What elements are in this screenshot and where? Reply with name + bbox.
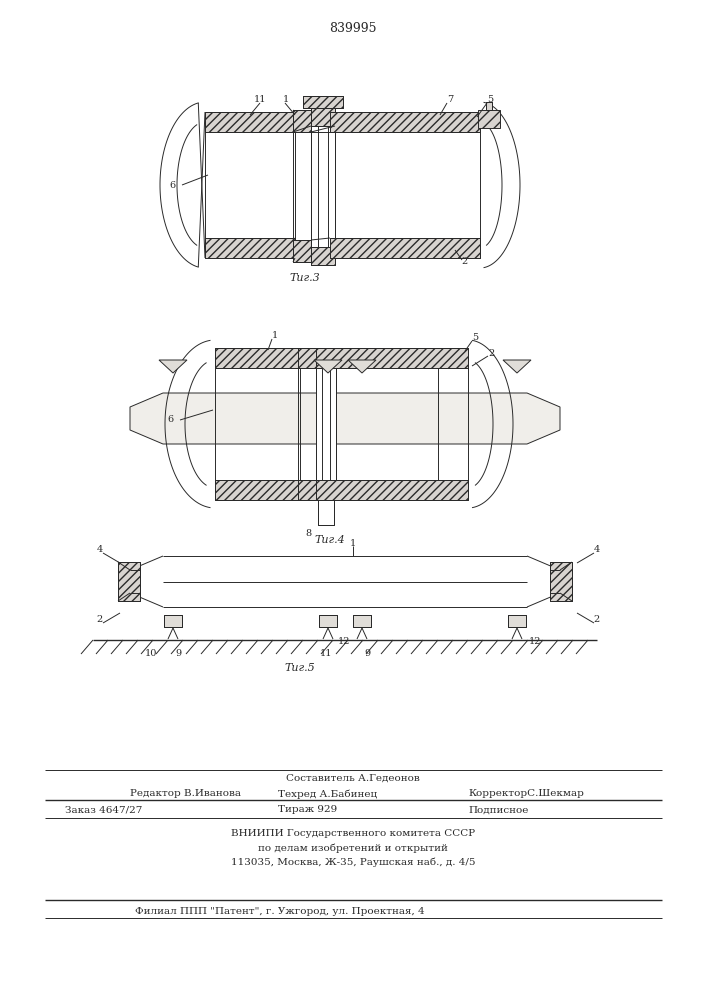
Bar bbox=[303, 96, 343, 108]
Text: Τиг.4: Τиг.4 bbox=[315, 535, 346, 545]
Bar bbox=[205, 238, 295, 258]
Text: 6: 6 bbox=[167, 416, 173, 424]
Text: 9: 9 bbox=[364, 648, 370, 658]
Text: 12: 12 bbox=[338, 638, 350, 647]
Text: Заказ 4647/27: Заказ 4647/27 bbox=[65, 806, 142, 814]
Text: 5: 5 bbox=[487, 96, 493, 104]
Text: Подписное: Подписное bbox=[468, 806, 528, 814]
Bar bbox=[319, 615, 337, 627]
Text: 1: 1 bbox=[272, 332, 278, 340]
Text: КорректорС.Шекмар: КорректорС.Шекмар bbox=[468, 790, 584, 798]
Bar bbox=[330, 112, 480, 132]
Bar bbox=[215, 480, 300, 500]
Bar bbox=[164, 615, 182, 627]
Bar bbox=[508, 615, 526, 627]
Text: 2: 2 bbox=[97, 615, 103, 624]
Text: Тираж 929: Тираж 929 bbox=[278, 806, 337, 814]
Text: Редактор В.Иванова: Редактор В.Иванова bbox=[130, 790, 241, 798]
Polygon shape bbox=[503, 360, 531, 373]
Text: 839995: 839995 bbox=[329, 21, 377, 34]
Bar bbox=[316, 480, 468, 500]
Bar bbox=[316, 348, 468, 368]
Bar bbox=[318, 500, 334, 525]
Bar bbox=[215, 348, 300, 368]
Text: 10: 10 bbox=[145, 648, 157, 658]
Text: 2: 2 bbox=[462, 257, 468, 266]
Text: 11: 11 bbox=[254, 96, 267, 104]
Text: Филиал ППП "Патент", г. Ужгород, ул. Проектная, 4: Филиал ППП "Патент", г. Ужгород, ул. Про… bbox=[135, 908, 425, 916]
Polygon shape bbox=[348, 360, 376, 373]
Text: 2: 2 bbox=[489, 349, 495, 358]
Text: 5: 5 bbox=[472, 334, 478, 342]
Text: 113035, Москва, Ж-35, Раушская наб., д. 4/5: 113035, Москва, Ж-35, Раушская наб., д. … bbox=[230, 857, 475, 867]
Text: 7: 7 bbox=[447, 96, 453, 104]
Bar bbox=[486, 102, 492, 110]
Bar bbox=[330, 238, 480, 258]
Polygon shape bbox=[159, 360, 187, 373]
Text: 2: 2 bbox=[594, 615, 600, 624]
Text: ВНИИПИ Государственного комитета СССР: ВНИИПИ Государственного комитета СССР bbox=[231, 830, 475, 838]
Bar bbox=[293, 110, 311, 132]
Polygon shape bbox=[130, 393, 560, 444]
Text: 4: 4 bbox=[594, 546, 600, 554]
Text: Τиг.5: Τиг.5 bbox=[285, 663, 315, 673]
Bar bbox=[298, 480, 316, 500]
Bar bbox=[353, 615, 371, 627]
Polygon shape bbox=[314, 360, 342, 373]
Bar bbox=[311, 108, 335, 126]
Text: 1: 1 bbox=[350, 538, 356, 548]
Bar bbox=[118, 562, 140, 601]
Text: Техред А.Бабинец: Техред А.Бабинец bbox=[278, 789, 378, 799]
Bar bbox=[298, 348, 316, 368]
Text: 9: 9 bbox=[175, 648, 181, 658]
Text: 1: 1 bbox=[283, 96, 289, 104]
Text: по делам изобретений и открытий: по делам изобретений и открытий bbox=[258, 843, 448, 853]
Text: 6: 6 bbox=[169, 180, 175, 190]
Text: 12: 12 bbox=[529, 638, 542, 647]
Bar bbox=[311, 247, 335, 265]
Bar bbox=[293, 240, 311, 262]
Bar bbox=[478, 110, 500, 128]
Text: Τиг.3: Τиг.3 bbox=[290, 273, 320, 283]
Text: 11: 11 bbox=[320, 648, 332, 658]
Bar bbox=[205, 112, 295, 132]
Bar bbox=[550, 562, 572, 601]
Bar bbox=[316, 368, 336, 480]
Bar bbox=[311, 126, 335, 247]
Text: 8: 8 bbox=[305, 528, 311, 538]
Text: 4: 4 bbox=[97, 546, 103, 554]
Text: Составитель А.Гедеонов: Составитель А.Гедеонов bbox=[286, 774, 420, 782]
